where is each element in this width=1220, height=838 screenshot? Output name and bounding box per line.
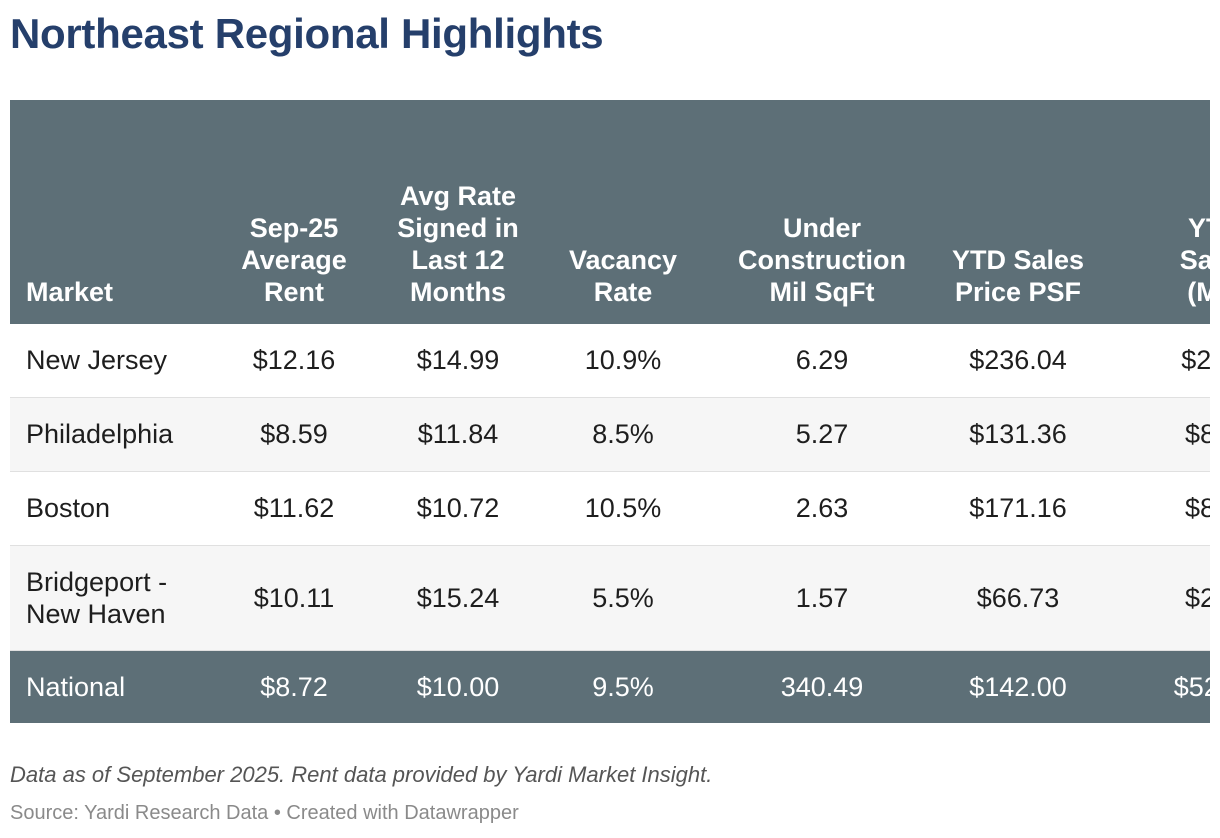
- table-cell: $11.62: [253, 493, 335, 523]
- table-row: New Jersey $12.16 $14.99 10.9% 6.29 $236…: [10, 324, 1210, 397]
- table-cell: $10.72: [416, 493, 500, 523]
- table-cell: $10.11: [253, 582, 335, 613]
- table-cell: 10.5%: [584, 493, 662, 523]
- table-header-row: Market Sep-25 Average Rent Avg Rate Sign…: [10, 100, 1210, 324]
- column-header-average-rent: Sep-25 Average Rent: [241, 213, 347, 307]
- data-table: Market Sep-25 Average Rent Avg Rate Sign…: [10, 100, 1210, 723]
- table-cell: $8.59: [260, 419, 328, 449]
- column-header-avg-rate-signed: Avg Rate Signed in Last 12 Months: [397, 181, 519, 307]
- table-cell-market: National: [26, 671, 126, 702]
- table-cell: 8.5%: [592, 419, 654, 449]
- table-cell: 1.57: [795, 582, 849, 613]
- table-cell: $66.73: [976, 582, 1060, 613]
- table-cell: $171.16: [969, 493, 1067, 523]
- data-table-container: Market Sep-25 Average Rent Avg Rate Sign…: [10, 100, 1210, 723]
- column-header-market: Market: [26, 277, 114, 307]
- table-cell: $872: [1184, 493, 1210, 523]
- table-cell: $131.36: [969, 419, 1067, 449]
- table-cell: 5.5%: [592, 582, 654, 613]
- table-cell-market: New Jersey: [26, 345, 168, 376]
- table-cell: $15.24: [416, 582, 500, 613]
- table-cell: $236.04: [969, 345, 1067, 376]
- data-note: Data as of September 2025. Rent data pro…: [10, 762, 713, 787]
- source-credit: Source: Yardi Research Data • Created wi…: [10, 802, 519, 824]
- column-header-vacancy-rate: Vacancy Rate: [568, 245, 678, 307]
- table-cell-market: Bridgeport - New Haven: [26, 566, 168, 629]
- table-cell-market: Boston: [26, 493, 111, 523]
- table-cell: $207: [1184, 582, 1210, 613]
- table-summary-row-national: National $8.72 $10.00 9.5% 340.49 $142.0…: [10, 650, 1210, 723]
- table-cell-market: Philadelphia: [26, 419, 174, 449]
- column-header-under-construction: Under Construction Mil SqFt: [738, 213, 906, 307]
- table-cell: 10.9%: [584, 345, 662, 376]
- table-cell: $2,20: [1181, 345, 1210, 376]
- table-cell: $142.00: [969, 671, 1067, 702]
- column-header-ytd-sales-price: YTD Sales Price PSF: [951, 245, 1085, 307]
- chart-title: Northeast Regional Highlights: [10, 10, 604, 57]
- table-cell: $52,47: [1173, 671, 1210, 702]
- table-row: Boston $11.62 $10.72 10.5% 2.63 $171.16 …: [10, 471, 1210, 545]
- table-cell: $12.16: [252, 345, 336, 376]
- table-cell: $11.84: [417, 419, 499, 449]
- table-cell: $10.00: [416, 671, 500, 702]
- table-cell: 340.49: [780, 671, 864, 702]
- table-cell: 9.5%: [592, 671, 654, 702]
- table-row: Philadelphia $8.59 $11.84 8.5% 5.27 $131…: [10, 397, 1210, 471]
- column-header-ytd-sales: YTD Sales (Mil): [1179, 213, 1210, 307]
- table-row: Bridgeport - New Haven $10.11 $15.24 5.5…: [10, 545, 1210, 650]
- table-cell: $8.72: [260, 671, 328, 702]
- table-cell: 6.29: [795, 345, 849, 376]
- table-cell: $14.99: [416, 345, 500, 376]
- table-cell: $851: [1184, 419, 1210, 449]
- table-cell: 2.63: [795, 493, 849, 523]
- table-cell: 5.27: [795, 419, 849, 449]
